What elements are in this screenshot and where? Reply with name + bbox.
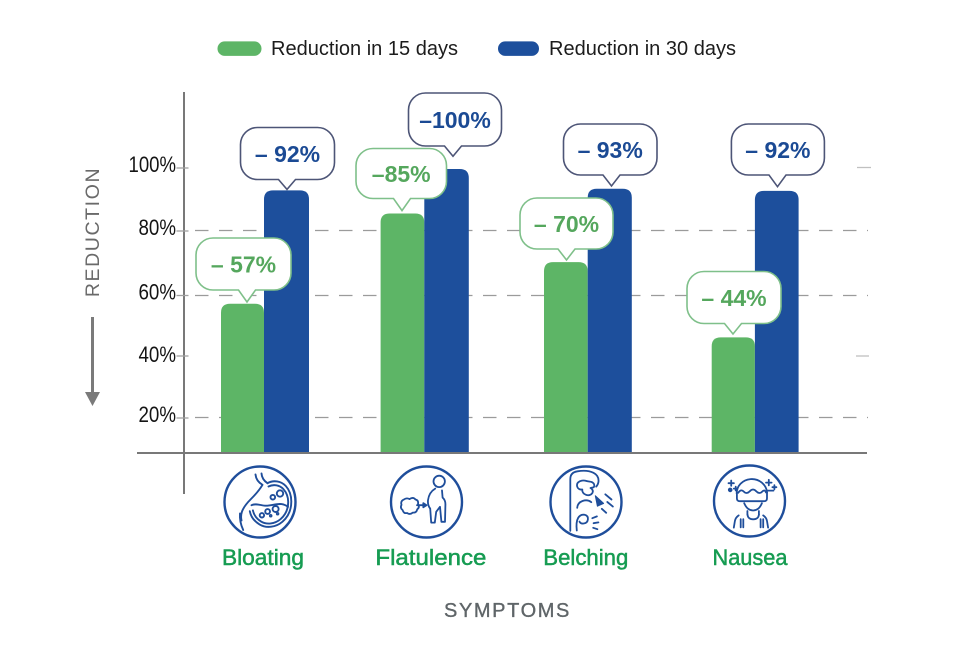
svg-text:40%: 40% xyxy=(139,342,177,367)
svg-text:– 57%: – 57% xyxy=(211,252,276,278)
svg-text:– 70%: – 70% xyxy=(534,211,599,237)
svg-text:100%: 100% xyxy=(129,152,177,177)
svg-text:REDUCTION: REDUCTION xyxy=(82,167,104,297)
svg-text:– 92%: – 92% xyxy=(255,141,320,167)
svg-text:– 93%: – 93% xyxy=(578,137,643,163)
svg-text:Bloating: Bloating xyxy=(222,545,304,570)
svg-text:– 44%: – 44% xyxy=(701,285,766,311)
svg-text:Flatulence: Flatulence xyxy=(375,545,486,570)
svg-text:80%: 80% xyxy=(139,215,177,240)
svg-text:Reduction in 15 days: Reduction in 15 days xyxy=(271,38,458,60)
svg-text:– 92%: – 92% xyxy=(745,137,810,163)
svg-text:–100%: –100% xyxy=(419,107,491,133)
svg-text:–85%: –85% xyxy=(372,161,431,187)
svg-text:Reduction in 30 days: Reduction in 30 days xyxy=(549,38,736,60)
svg-text:20%: 20% xyxy=(139,402,177,427)
svg-text:Nausea: Nausea xyxy=(713,545,788,570)
svg-text:SYMPTOMS: SYMPTOMS xyxy=(444,600,571,622)
svg-text:Belching: Belching xyxy=(543,545,628,570)
svg-text:60%: 60% xyxy=(139,280,177,305)
